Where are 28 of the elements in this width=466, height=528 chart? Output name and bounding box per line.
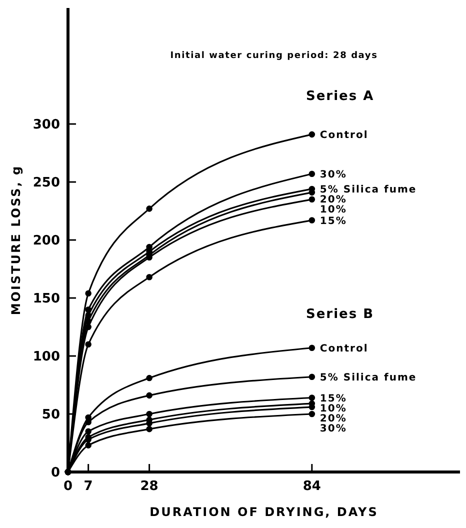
- series-label: 20%: [320, 413, 347, 424]
- y-tick-label: 50: [42, 408, 60, 423]
- series-label: 5% Silica fume: [320, 184, 417, 196]
- series-label: 10%: [320, 403, 347, 414]
- series-label: 30%: [320, 423, 347, 434]
- y-tick-label: 200: [32, 234, 60, 249]
- y-tick-label: 150: [32, 292, 60, 307]
- y-tick-label: 0: [50, 466, 60, 481]
- series-label: Control: [320, 130, 368, 141]
- x-tick-label: 7: [84, 479, 93, 494]
- series-label: 30%: [320, 169, 347, 180]
- series-label: 15%: [320, 216, 347, 227]
- annotation: Series A: [306, 89, 374, 104]
- series-label: Control: [320, 343, 368, 354]
- x-tick-label: 84: [302, 479, 321, 494]
- y-tick-label: 100: [32, 350, 60, 365]
- y-axis-title: MOISTURE LOSS, g: [9, 164, 23, 316]
- x-tick-label: 28: [140, 479, 158, 494]
- x-tick-label: 0: [63, 479, 73, 494]
- series-label: 15%: [320, 393, 347, 404]
- y-tick-label: 250: [32, 176, 60, 191]
- series-label: 5% Silica fume: [320, 372, 417, 384]
- y-tick-label: 300: [32, 118, 60, 133]
- series-label: 10%: [320, 204, 347, 216]
- series-label: 20%: [320, 194, 347, 206]
- x-axis-title: DURATION OF DRYING, DAYS: [150, 505, 378, 519]
- annotation: Initial water curing period: 28 days: [170, 51, 378, 61]
- annotation: Series B: [306, 307, 374, 322]
